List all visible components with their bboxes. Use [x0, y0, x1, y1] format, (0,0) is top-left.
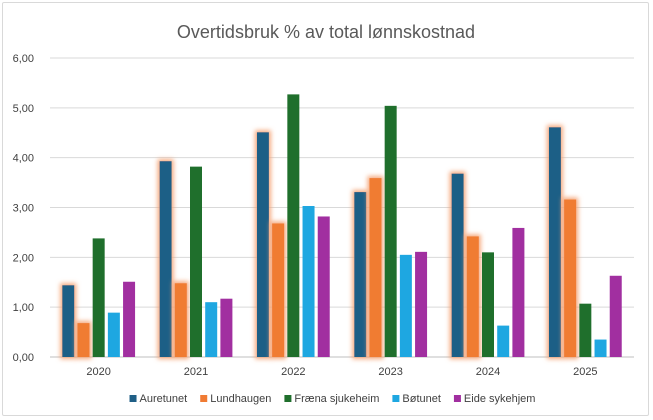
x-tick-label: 2024	[476, 366, 500, 378]
bars	[62, 94, 622, 358]
y-tick-label: 6,00	[13, 53, 34, 65]
bar-lundhaugen-2025	[564, 199, 577, 357]
y-axis-ticks: 0,00 1,00 2,00 3,00 4,00 5,00 6,00	[13, 53, 34, 364]
bar-bøtunet-2025	[594, 339, 607, 357]
chart-title: Overtidsbruk % av total lønnskostnad	[177, 22, 475, 42]
legend-item: Lundhaugen	[200, 393, 271, 405]
x-tick-label: 2021	[184, 366, 208, 378]
y-tick-label: 4,00	[13, 153, 34, 165]
x-tick-label: 2020	[86, 366, 110, 378]
legend-label: Auretunet	[140, 393, 188, 405]
legend-swatch	[200, 395, 208, 402]
bar-lundhaugen-2022	[272, 223, 285, 357]
legend-label: Bøtunet	[402, 393, 441, 405]
legend-item: Auretunet	[129, 393, 188, 405]
bar-bøtunet-2020	[107, 312, 120, 357]
bar-fræna-sjukeheim-2021	[190, 166, 202, 357]
bar-lundhaugen-2023	[369, 178, 382, 357]
legend-swatch	[129, 395, 137, 402]
y-tick-label: 1,00	[13, 302, 34, 314]
bar-bøtunet-2023	[399, 254, 412, 357]
bar-fræna-sjukeheim-2023	[384, 105, 397, 357]
bar-fræna-sjukeheim-2024	[482, 252, 494, 357]
legend-label: Lundhaugen	[210, 393, 271, 405]
bar-bøtunet-2024	[497, 325, 510, 357]
legend-item: Eide sykehjem	[453, 393, 536, 405]
bar-bøtunet-2021	[205, 302, 218, 357]
legend-swatch	[392, 395, 400, 402]
y-tick-label: 0,00	[13, 352, 34, 364]
legend-swatch	[284, 395, 292, 402]
legend-label: Fræna sjukeheim	[294, 393, 379, 405]
y-tick-label: 3,00	[13, 203, 34, 215]
bar-eide-sykehjem-2024	[512, 227, 525, 357]
bar-auretunet-2021	[159, 161, 172, 357]
bar-fræna-sjukeheim-2025	[579, 303, 592, 357]
bar-fræna-sjukeheim-2022	[287, 94, 300, 358]
x-tick-label: 2025	[573, 366, 597, 378]
bar-auretunet-2024	[451, 173, 464, 357]
x-tick-label: 2023	[378, 366, 402, 378]
bar-eide-sykehjem-2022	[317, 216, 330, 357]
bar-auretunet-2022	[256, 132, 269, 357]
bar-auretunet-2025	[548, 127, 561, 357]
bar-lundhaugen-2020	[77, 323, 90, 357]
bar-auretunet-2020	[62, 285, 75, 357]
bar-bøtunet-2022	[302, 206, 315, 357]
legend-item: Bøtunet	[392, 393, 441, 405]
legend-item: Fræna sjukeheim	[284, 393, 379, 405]
bar-eide-sykehjem-2025	[609, 275, 622, 357]
y-tick-label: 5,00	[13, 103, 34, 115]
y-tick-label: 2,00	[13, 252, 34, 264]
legend-swatch	[453, 395, 461, 402]
x-tick-label: 2022	[281, 366, 305, 378]
x-axis-ticks: 2020 2021 2022 2023 2024 2025	[86, 366, 597, 378]
bar-lundhaugen-2024	[466, 236, 479, 357]
bar-eide-sykehjem-2021	[220, 298, 233, 357]
bar-eide-sykehjem-2023	[415, 251, 428, 357]
bar-lundhaugen-2021	[174, 283, 187, 357]
legend-label: Eide sykehjem	[464, 393, 536, 405]
bar-fræna-sjukeheim-2020	[92, 238, 105, 357]
grid-lines	[50, 57, 634, 358]
bar-eide-sykehjem-2020	[123, 281, 136, 357]
bar-auretunet-2023	[354, 192, 367, 357]
legend: Auretunet Lundhaugen Fræna sjukeheim Bøtune…	[129, 393, 536, 405]
